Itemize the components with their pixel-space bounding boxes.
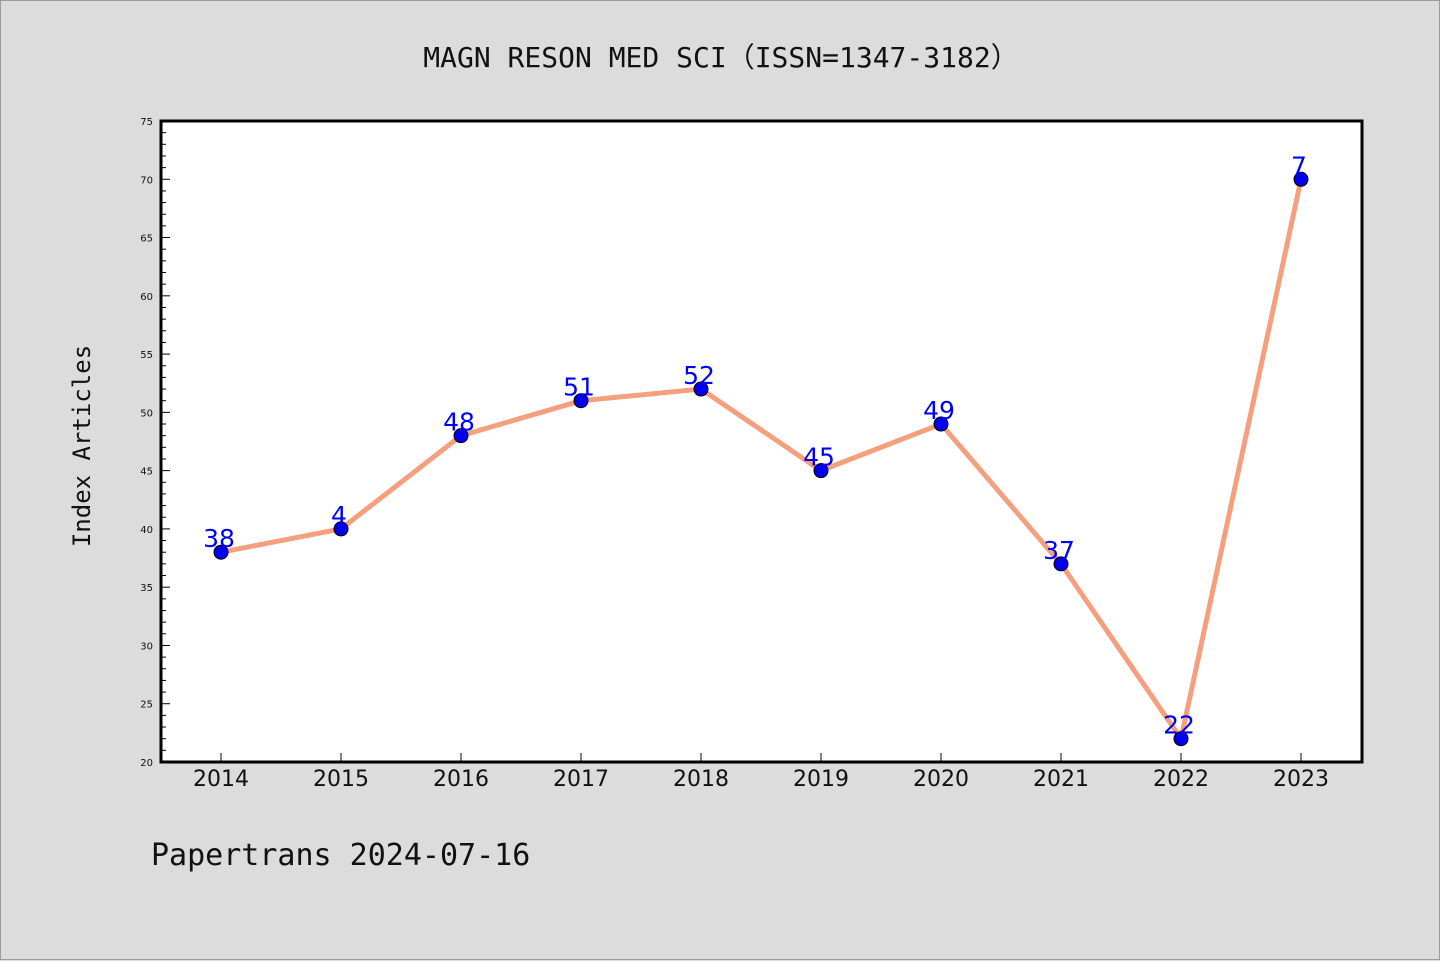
y-axis-ticks: 20 25 30 35 40 45 50 55 60 65 70 75 (140, 117, 170, 769)
data-point (1173, 731, 1189, 747)
x-tick-label: 2021 (1033, 767, 1089, 792)
data-label: 7 (1291, 151, 1307, 180)
y-tick-label: 45 (140, 467, 153, 478)
y-tick-label: 55 (140, 350, 153, 361)
data-labels: 38 4 48 51 52 45 49 37 22 7 (203, 151, 1307, 739)
footer-text: Papertrans 2024-07-16 (151, 838, 530, 873)
data-label: 48 (443, 408, 475, 437)
series-markers (213, 171, 1309, 747)
data-label: 51 (563, 373, 595, 402)
x-tick-label: 2015 (313, 767, 369, 792)
y-tick-label: 35 (140, 583, 153, 594)
x-tick-label: 2017 (553, 767, 609, 792)
data-point (573, 393, 589, 409)
y-tick-label: 60 (140, 292, 153, 303)
data-label: 38 (203, 524, 235, 553)
x-tick-label: 2019 (793, 767, 849, 792)
data-label: 45 (803, 443, 835, 472)
data-point (813, 463, 829, 479)
plot-border (159, 119, 1364, 764)
y-tick-label: 40 (140, 525, 153, 536)
data-point (453, 428, 469, 444)
chart-title: MAGN RESON MED SCI（ISSN=1347-3182） (423, 41, 1018, 74)
data-label: 37 (1043, 536, 1075, 565)
y-tick-label: 65 (140, 234, 153, 245)
data-point (693, 381, 709, 397)
data-label: 52 (683, 361, 715, 390)
data-point (1293, 171, 1309, 187)
x-tick-label: 2020 (913, 767, 969, 792)
data-label: 4 (331, 501, 347, 530)
series-line-group (220, 178, 1304, 742)
y-axis-label: Index Articles (68, 345, 96, 547)
data-label: 22 (1163, 711, 1195, 740)
y-tick-label: 75 (140, 117, 153, 128)
data-point (933, 416, 949, 432)
data-point (213, 544, 229, 560)
data-point (333, 521, 349, 537)
y-tick-label: 25 (140, 700, 153, 711)
x-tick-label: 2018 (673, 767, 729, 792)
x-tick-label: 2022 (1153, 767, 1209, 792)
data-point (1053, 556, 1069, 572)
y-tick-label: 20 (140, 758, 153, 769)
plot-area (161, 121, 1362, 762)
y-tick-label: 70 (140, 175, 153, 186)
x-tick-label: 2023 (1273, 767, 1329, 792)
y-tick-label: 50 (140, 408, 153, 419)
data-label: 49 (923, 396, 955, 425)
y-tick-label: 30 (140, 641, 153, 652)
x-tick-label: 2014 (193, 767, 249, 792)
series-line (220, 178, 1304, 742)
x-axis-ticks: 2014 2015 2016 2017 2018 2019 2020 2021 2022 2023 (193, 753, 1329, 792)
x-tick-label: 2016 (433, 767, 489, 792)
